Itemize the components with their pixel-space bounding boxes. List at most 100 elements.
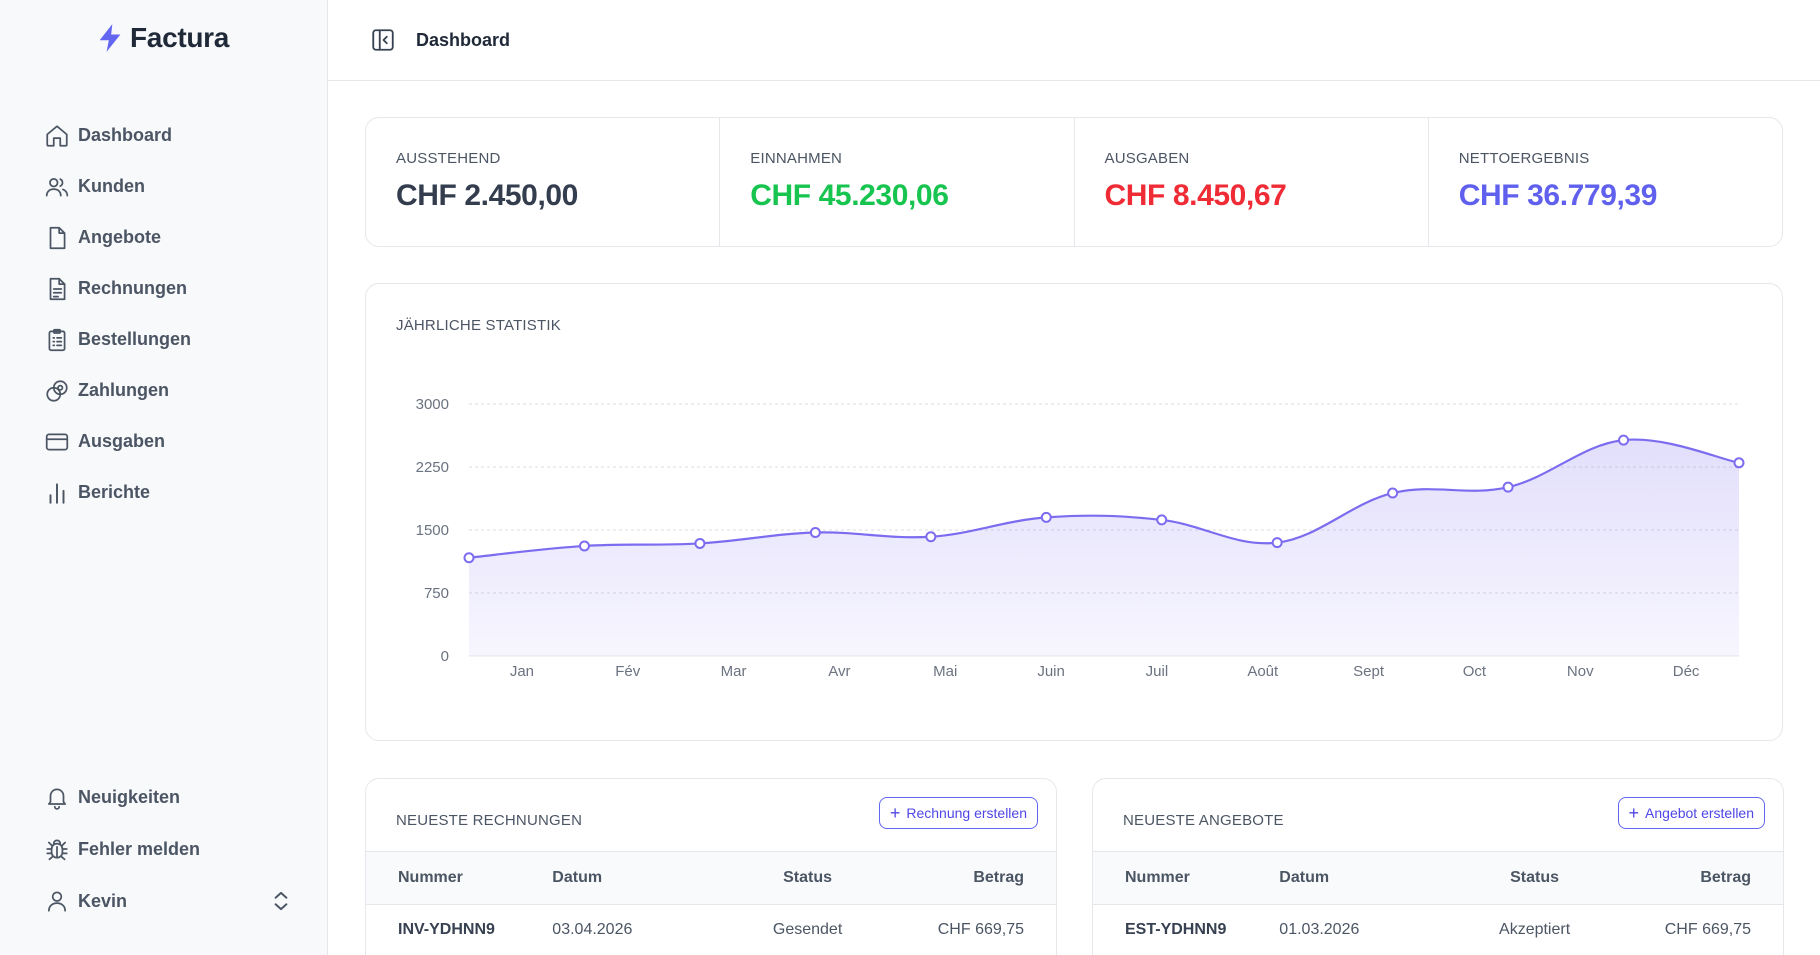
chevron-up-down-icon[interactable] bbox=[268, 888, 294, 914]
table-row[interactable]: INV-YDHNN9 03.04.2026 Gesendet CHF 669,7… bbox=[366, 904, 1056, 955]
invoice-amount: CHF 669,75 bbox=[937, 921, 1024, 939]
chart-title: JÄHRLICHE STATISTIK bbox=[396, 317, 561, 334]
data-point bbox=[1502, 481, 1514, 493]
y-tick-label: 0 bbox=[441, 648, 449, 665]
column-header[interactable]: Status bbox=[731, 852, 884, 905]
column-header[interactable]: Status bbox=[1458, 852, 1611, 905]
stat-value: CHF 45.230,06 bbox=[750, 179, 949, 212]
create-quote-button[interactable]: + Angebot erstellen bbox=[1617, 797, 1765, 829]
stat-ausstehend: AUSSTEHEND CHF 2.450,00 bbox=[366, 118, 721, 246]
y-tick-label: 2250 bbox=[416, 459, 449, 476]
invoice-status: Gesendet bbox=[772, 921, 843, 939]
page-title: Dashboard bbox=[416, 29, 511, 50]
brand-name: Factura bbox=[130, 22, 230, 53]
data-point bbox=[578, 540, 590, 552]
sidebar-item-neuigkeiten[interactable]: Neuigkeiten bbox=[44, 771, 294, 823]
sidebar-item-fehler-melden[interactable]: Fehler melden bbox=[44, 823, 294, 875]
sidebar-item-dashboard[interactable]: Dashboard bbox=[44, 110, 294, 161]
quote-number[interactable]: EST-YDHNN9 bbox=[1125, 921, 1227, 939]
home-icon bbox=[46, 124, 68, 147]
y-tick-label: 750 bbox=[424, 585, 449, 602]
user-menu[interactable]: Kevin bbox=[44, 875, 294, 927]
user-name: Kevin bbox=[78, 890, 128, 911]
document-icon bbox=[49, 226, 66, 249]
stat-label: EINNAHMEN bbox=[750, 150, 843, 167]
stats-panel: AUSSTEHEND CHF 2.450,00 EINNAHMEN CHF 45… bbox=[365, 117, 1783, 247]
data-point bbox=[809, 527, 821, 539]
x-tick-label: Juin bbox=[1037, 663, 1065, 680]
x-tick-label: Avr bbox=[828, 663, 850, 680]
invoices-table: Nummer Datum Status Betrag INV-YDHNN9 03… bbox=[366, 852, 1056, 955]
sidebar-item-bestellungen[interactable]: Bestellungen bbox=[44, 314, 294, 365]
sidebar-item-label: Zahlungen bbox=[78, 380, 169, 400]
sidebar-item-label: Rechnungen bbox=[78, 278, 188, 298]
create-invoice-button[interactable]: + Rechnung erstellen bbox=[878, 797, 1038, 829]
stat-label: AUSGABEN bbox=[1104, 150, 1190, 167]
column-header[interactable]: Betrag bbox=[1610, 852, 1783, 905]
series-line bbox=[468, 438, 1740, 559]
stat-value: CHF 8.450,67 bbox=[1104, 179, 1287, 212]
x-tick-label: Jan bbox=[510, 663, 534, 680]
column-header[interactable]: Nummer bbox=[1093, 852, 1280, 905]
sidebar-item-label: Bestellungen bbox=[78, 329, 192, 349]
plus-icon: + bbox=[889, 803, 901, 823]
column-header[interactable]: Datum bbox=[1279, 852, 1459, 905]
quote-status: Akzeptiert bbox=[1499, 921, 1571, 939]
yearly-statistics-chart: 0 750 1500 2250 3000 Jan Fév Mar Avr Mai Juin Juil A… bbox=[416, 396, 1745, 680]
sidebar-nav: Dashboard Kunden Angebote Rechnungen Bes… bbox=[44, 110, 294, 518]
recent-quotes-card: NEUESTE ANGEBOTE + Angebot erstellen Num… bbox=[1092, 778, 1784, 955]
sidebar-bottom: Neuigkeiten Fehler melden Kevin bbox=[44, 771, 294, 927]
sidebar-toggle-icon[interactable] bbox=[370, 27, 396, 53]
data-point bbox=[694, 537, 706, 549]
table-row[interactable]: EST-YDHNN9 01.03.2026 Akzeptiert CHF 669… bbox=[1093, 904, 1783, 955]
plus-icon: + bbox=[1628, 803, 1640, 823]
column-header[interactable]: Betrag bbox=[883, 852, 1056, 905]
invoice-date: 03.04.2026 bbox=[552, 921, 633, 939]
sidebar-item-zahlungen[interactable]: Zahlungen bbox=[44, 365, 294, 416]
button-label: Angebot erstellen bbox=[1645, 805, 1754, 821]
table-header-row: Nummer Datum Status Betrag bbox=[366, 852, 1056, 905]
bar-chart-icon bbox=[49, 482, 65, 504]
stat-ausgaben: AUSGABEN CHF 8.450,67 bbox=[1075, 118, 1429, 246]
x-tick-label: Oct bbox=[1463, 663, 1487, 680]
stat-value: CHF 2.450,00 bbox=[396, 179, 578, 212]
lightning-logo-icon bbox=[99, 24, 121, 52]
invoice-icon bbox=[49, 277, 66, 300]
sidebar: Factura Dashboard Kunden Angebote Rechnu… bbox=[0, 0, 328, 955]
sidebar-item-kunden[interactable]: Kunden bbox=[44, 161, 294, 212]
sidebar-item-label: Fehler melden bbox=[78, 838, 201, 859]
clipboard-icon bbox=[48, 328, 66, 351]
coins-icon bbox=[46, 379, 68, 402]
data-point bbox=[925, 531, 937, 543]
data-point bbox=[1271, 537, 1283, 549]
x-tick-label: Juil bbox=[1146, 663, 1169, 680]
sidebar-item-rechnungen[interactable]: Rechnungen bbox=[44, 263, 294, 314]
card-header: NEUESTE ANGEBOTE + Angebot erstellen bbox=[1093, 779, 1783, 852]
data-point bbox=[1040, 511, 1052, 523]
users-icon bbox=[45, 177, 69, 197]
sidebar-item-label: Neuigkeiten bbox=[78, 786, 181, 807]
data-point bbox=[1387, 487, 1399, 499]
stat-einnahmen: EINNAHMEN CHF 45.230,06 bbox=[720, 118, 1075, 246]
button-label: Rechnung erstellen bbox=[906, 805, 1027, 821]
data-point bbox=[1618, 434, 1630, 446]
y-tick-label: 3000 bbox=[416, 396, 449, 413]
brand[interactable]: Factura bbox=[96, 22, 229, 54]
sidebar-item-berichte[interactable]: Berichte bbox=[44, 467, 294, 518]
card-title: NEUESTE RECHNUNGEN bbox=[396, 812, 583, 829]
invoice-number[interactable]: INV-YDHNN9 bbox=[398, 921, 495, 939]
stat-nettoergebnis: NETTOERGEBNIS CHF 36.779,39 bbox=[1429, 118, 1782, 246]
column-header[interactable]: Datum bbox=[552, 852, 732, 905]
user-icon bbox=[48, 891, 66, 912]
stat-label: AUSSTEHEND bbox=[396, 150, 501, 167]
yearly-statistics-card: JÄHRLICHE STATISTIK 0 750 1500 2250 3000 Jan F… bbox=[365, 283, 1783, 741]
x-tick-label: Mar bbox=[721, 663, 747, 680]
bug-icon bbox=[46, 839, 68, 861]
x-tick-label: Août bbox=[1247, 663, 1279, 680]
sidebar-item-angebote[interactable]: Angebote bbox=[44, 212, 294, 263]
x-tick-label: Mai bbox=[933, 663, 957, 680]
credit-card-icon bbox=[45, 433, 69, 450]
sidebar-item-ausgaben[interactable]: Ausgaben bbox=[44, 416, 294, 467]
card-title: NEUESTE ANGEBOTE bbox=[1123, 812, 1284, 829]
column-header[interactable]: Nummer bbox=[366, 852, 553, 905]
